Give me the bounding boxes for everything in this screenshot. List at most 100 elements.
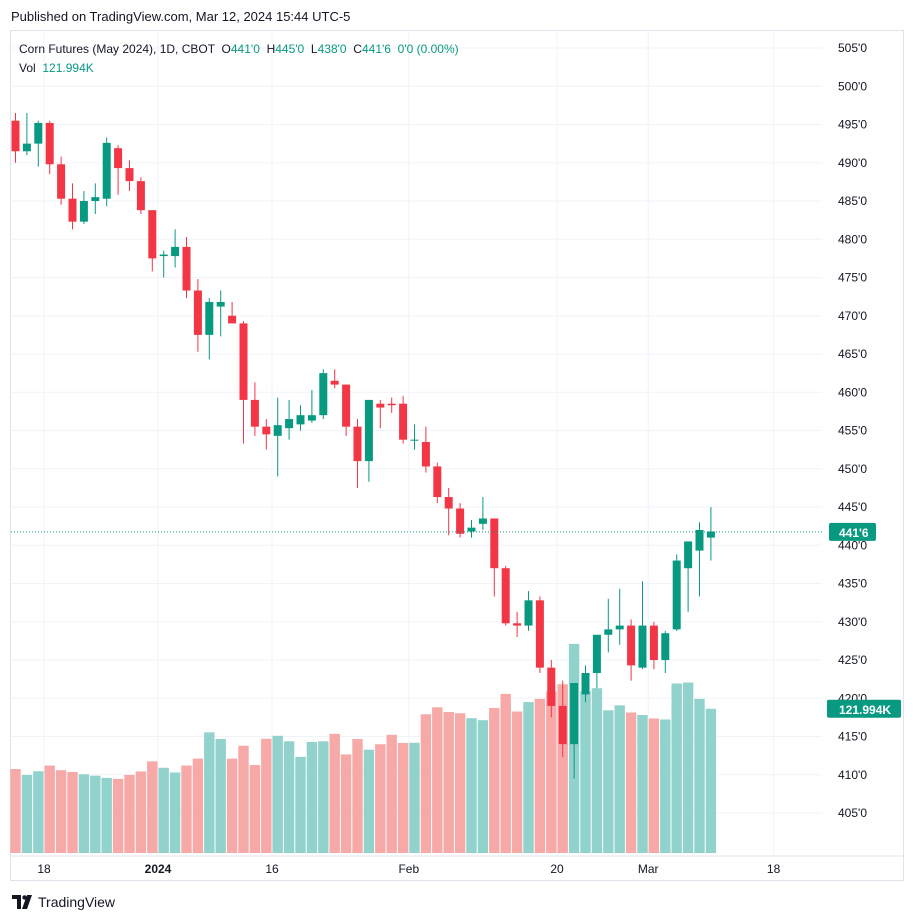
candle-body <box>695 529 704 551</box>
x-tick-label: 2024 <box>145 862 172 876</box>
footer-brand[interactable]: TradingView <box>12 894 115 910</box>
candle-body <box>307 415 316 421</box>
candle-body <box>684 541 693 569</box>
candle-body <box>524 600 533 626</box>
y-tick-label: 500'0 <box>838 79 867 93</box>
candle-body <box>615 625 624 630</box>
candle-body <box>330 380 339 385</box>
volume-bar <box>694 698 705 853</box>
y-tick-label: 505'0 <box>838 41 867 55</box>
volume-bar <box>375 744 386 853</box>
candle-body <box>661 633 670 660</box>
volume-bar <box>682 682 694 853</box>
volume-bar <box>306 741 318 853</box>
legend-open-value: 441'0 <box>230 42 260 56</box>
candle-body <box>148 210 157 259</box>
volume-bar <box>591 688 603 853</box>
volume-badge <box>827 699 901 718</box>
candle-body <box>102 142 111 199</box>
y-tick-label: 405'0 <box>838 806 867 820</box>
candle-body <box>421 441 430 467</box>
volume-bar <box>21 774 33 853</box>
volume-bar <box>466 718 477 853</box>
volume-bar <box>660 719 671 853</box>
volume-bar <box>124 774 135 853</box>
candle-body <box>490 518 499 569</box>
volume-bar <box>192 758 204 853</box>
legend-close-label: C <box>353 42 362 56</box>
candle-body <box>444 497 453 509</box>
candle-body <box>649 625 658 660</box>
volume-bar <box>90 775 101 853</box>
legend-volume-row: Vol 121.994K <box>19 59 459 78</box>
legend-low-label: L <box>310 42 318 56</box>
volume-bar <box>158 767 169 853</box>
volume-bar <box>637 714 648 853</box>
y-tick-label: 475'0 <box>838 271 867 285</box>
candle-body <box>387 403 396 406</box>
legend-symbol: Corn Futures (May 2024), 1D, CBOT <box>19 42 215 56</box>
candle-body <box>228 315 237 324</box>
volume-bar <box>238 745 249 853</box>
y-tick-label: 470'0 <box>838 309 867 323</box>
candle-body <box>467 527 476 532</box>
candle-body <box>193 290 202 335</box>
volume-bar <box>181 765 192 853</box>
y-tick-label: 450'0 <box>838 462 867 476</box>
candle-body <box>273 425 282 436</box>
candle-body <box>535 600 544 668</box>
candle-body <box>592 634 601 674</box>
y-tick-label: 460'0 <box>838 385 867 399</box>
chart-legend: Corn Futures (May 2024), 1D, CBOT O441'0… <box>19 40 459 78</box>
candle-body <box>136 181 145 211</box>
candle-body <box>91 197 100 201</box>
volume-bar <box>101 777 112 853</box>
volume-bar <box>614 705 625 853</box>
volume-bar <box>329 733 340 853</box>
volume-bar <box>432 707 443 853</box>
x-tick-label: Mar <box>638 862 659 876</box>
candle-body <box>547 667 556 706</box>
legend-volume-label: Vol <box>19 61 36 75</box>
volume-bar <box>500 693 511 853</box>
candle-body <box>638 625 647 668</box>
candle-body <box>558 705 567 745</box>
candle-body <box>22 143 31 152</box>
candle-body <box>79 201 88 222</box>
legend-high-label: H <box>266 42 276 56</box>
candle-body <box>501 568 510 624</box>
candle-body <box>342 384 351 427</box>
volume-bar <box>67 771 78 853</box>
candle-body <box>513 623 522 626</box>
volume-bar <box>272 735 283 853</box>
volume-bar <box>454 713 466 853</box>
legend-high-value: 445'0 <box>275 42 305 56</box>
volume-bar <box>705 708 717 853</box>
legend-volume-value: 121.994K <box>42 61 94 75</box>
volume-bar <box>671 683 682 853</box>
candle-body <box>125 168 134 182</box>
volume-bar <box>534 698 546 853</box>
volume-bar <box>557 684 568 853</box>
candle-body <box>262 426 271 435</box>
volume-bar <box>523 702 534 853</box>
volume-bar <box>363 749 375 853</box>
candle-body <box>216 301 225 307</box>
x-tick-label: 20 <box>550 862 564 876</box>
legend-open-label: O <box>221 42 231 56</box>
volume-bar <box>10 769 21 853</box>
candle-body <box>627 625 636 666</box>
x-tick-label: 16 <box>265 862 279 876</box>
candle-body <box>410 439 419 441</box>
last-price-badge <box>829 522 876 541</box>
candle-body <box>604 629 613 635</box>
candle-body <box>570 682 579 745</box>
candle-body <box>239 323 248 400</box>
volume-bar <box>409 742 420 853</box>
candle-body <box>45 122 54 165</box>
candle-body <box>182 246 191 291</box>
candle-body <box>285 419 294 429</box>
volume-bar <box>397 742 409 853</box>
volume-bar <box>648 718 660 853</box>
